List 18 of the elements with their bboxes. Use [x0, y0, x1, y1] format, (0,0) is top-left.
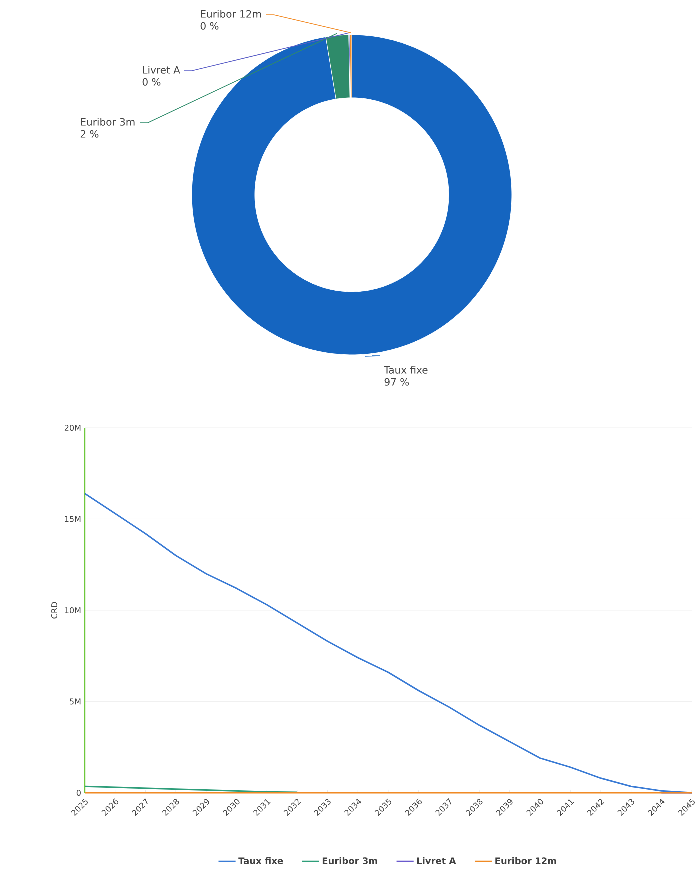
y-tick-label: 5M — [70, 698, 81, 705]
legend-label: Euribor 3m — [322, 857, 378, 864]
legend-label: Euribor 12m — [496, 857, 556, 864]
slice-label: Euribor 12m — [201, 10, 262, 18]
legend-label: Livret A — [417, 857, 456, 864]
data-label: 97 % — [384, 378, 410, 386]
y-tick-label: 0 — [76, 790, 81, 796]
y-tick-label: 10M — [65, 607, 81, 614]
slice-label: Euribor 3m — [81, 118, 135, 126]
data-label: 0 % — [200, 22, 219, 30]
slice-label: Livret A — [143, 66, 180, 74]
y-axis-title: CRD — [51, 602, 58, 619]
y-tick-label: 15M — [65, 516, 81, 522]
y-tick-label: 20M — [64, 424, 81, 432]
slice-label: Taux fixe — [384, 366, 428, 374]
data-label: 2 % — [80, 130, 99, 138]
data-label: 0 % — [142, 78, 161, 86]
legend-label: Taux fixe — [238, 857, 284, 864]
